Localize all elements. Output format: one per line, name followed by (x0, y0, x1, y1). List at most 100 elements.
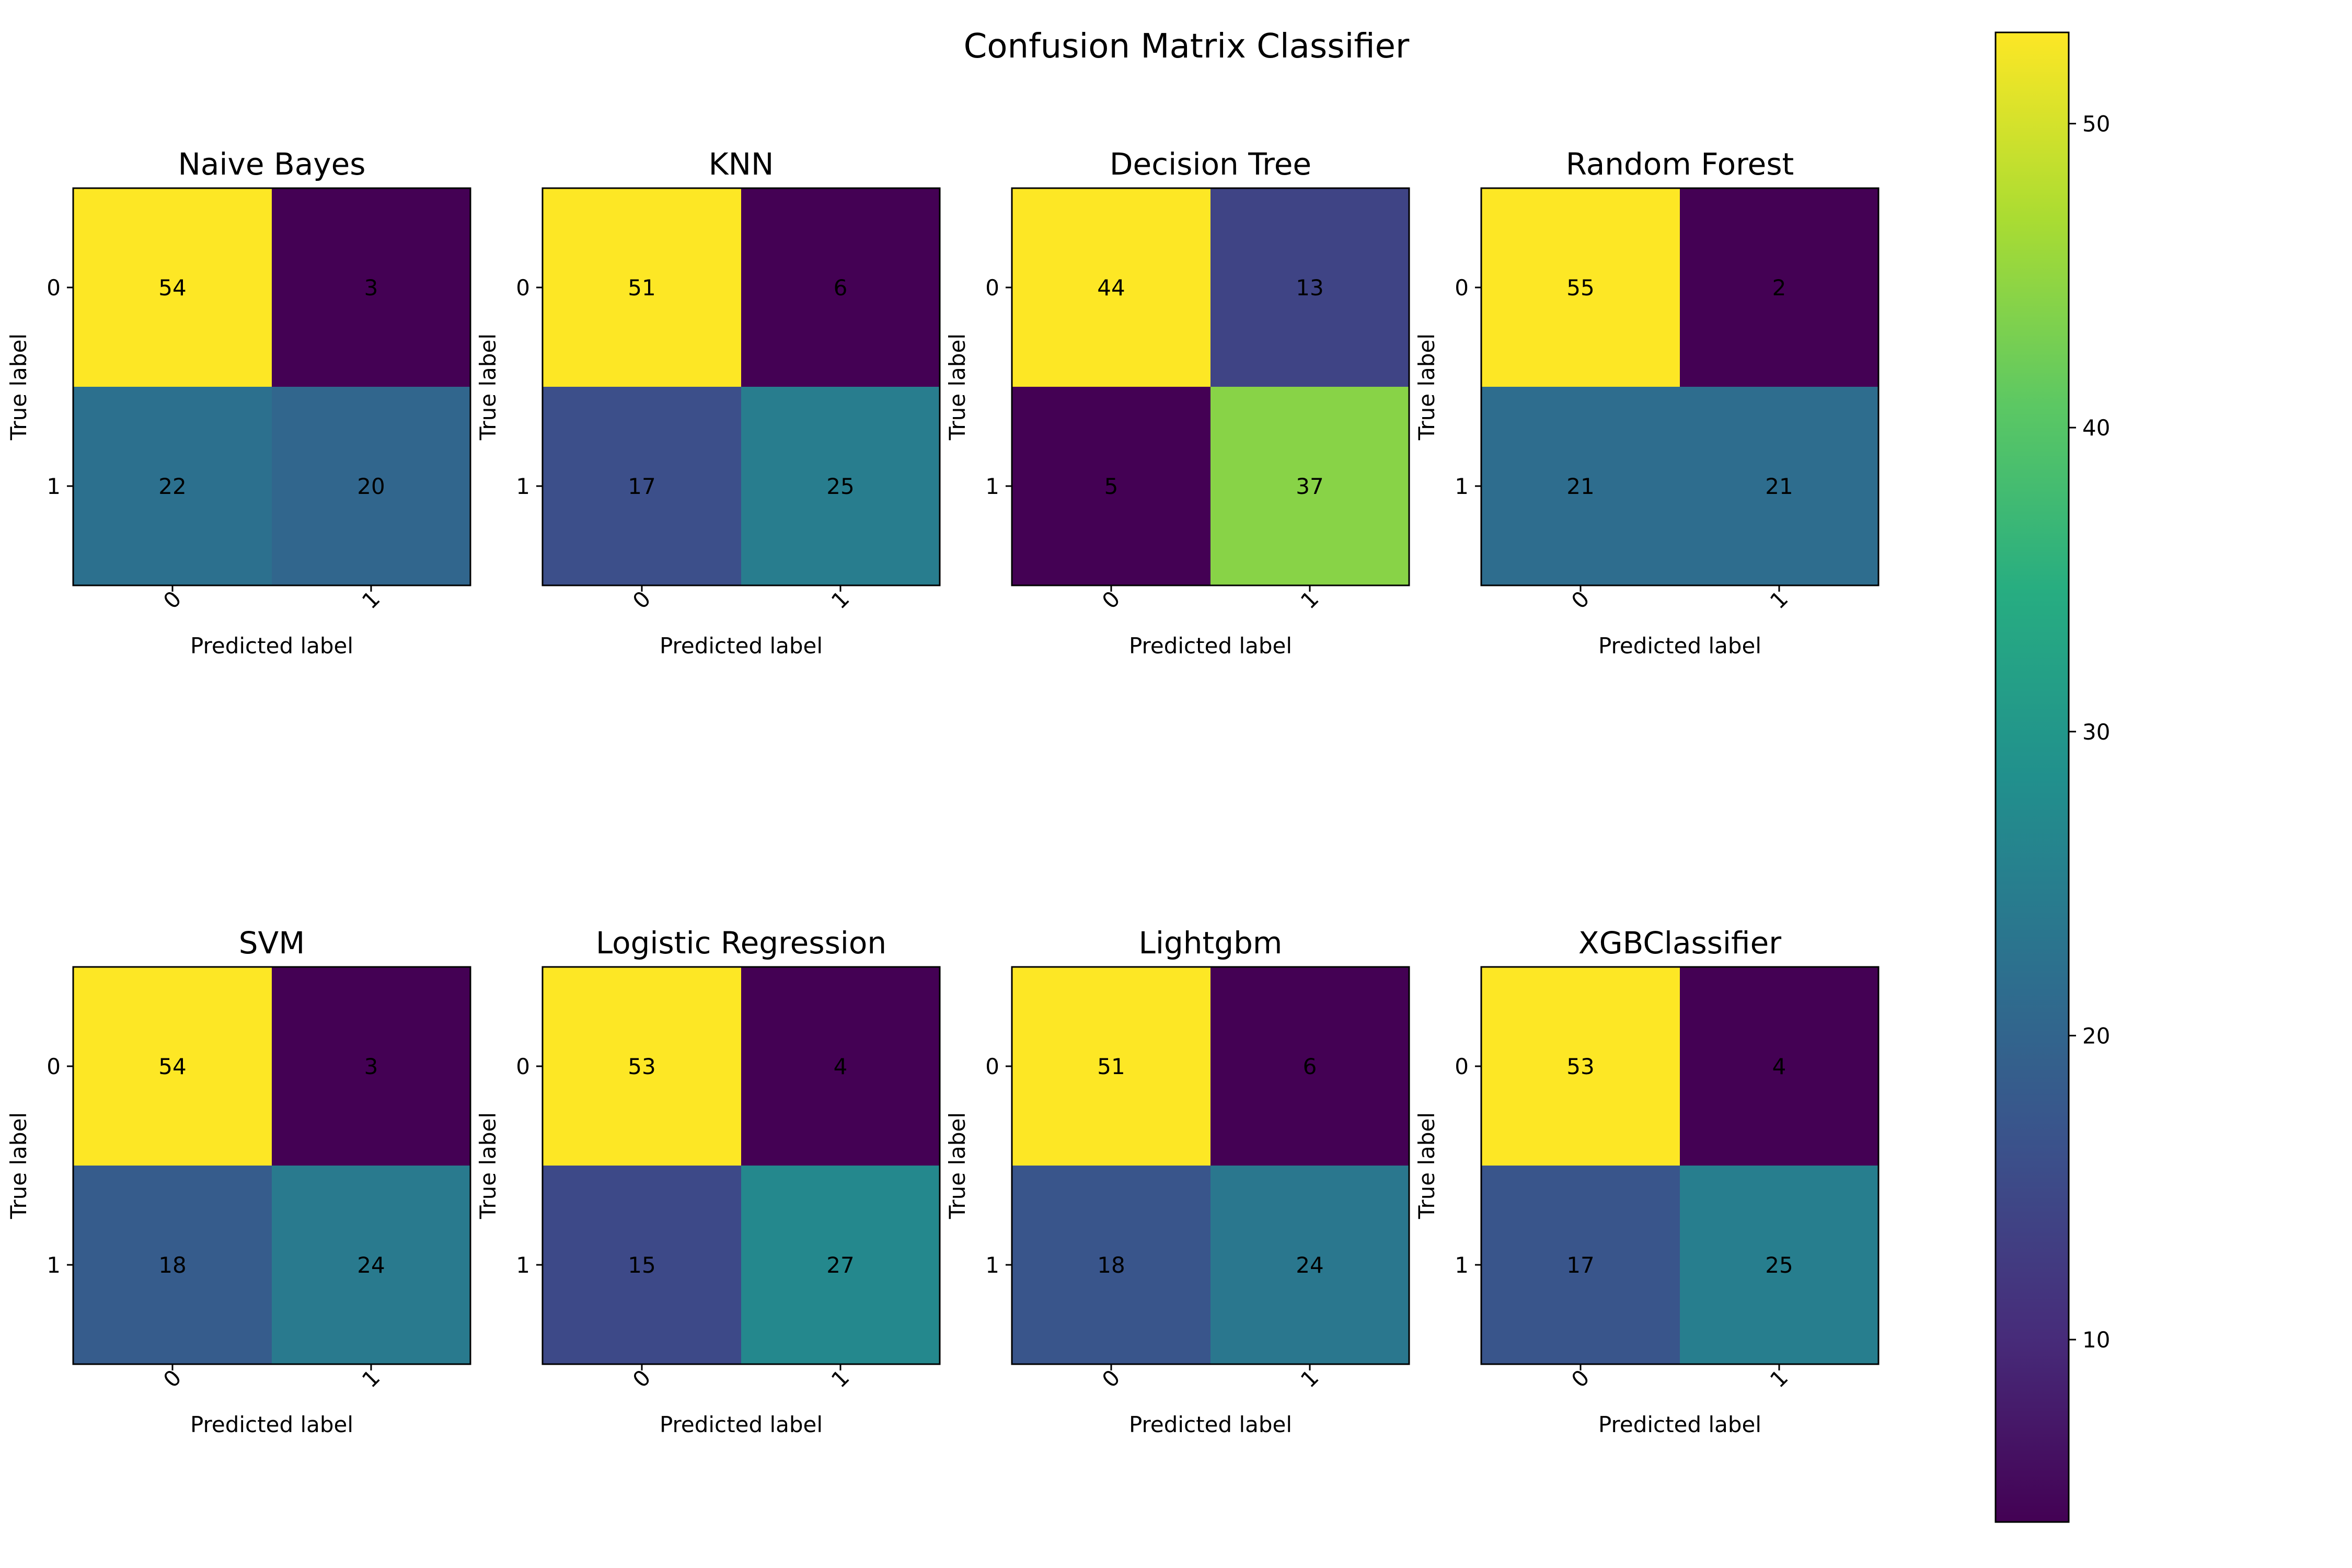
matrix-cell (1012, 1166, 1210, 1364)
cell-value: 3 (364, 1054, 378, 1079)
y-tick-label: 1 (1455, 1252, 1469, 1278)
matrix-cell (1481, 387, 1680, 585)
matrix-cell (741, 188, 940, 387)
axes-frame (1480, 966, 1880, 1365)
cell-value: 55 (1566, 275, 1594, 301)
cell-value: 2 (1772, 275, 1786, 301)
matrix-cell (1680, 967, 1878, 1166)
matrix-cell (272, 1166, 470, 1364)
matrix-cell (1210, 1166, 1409, 1364)
y-axis-label: True label (475, 333, 501, 441)
cell-value: 25 (826, 474, 854, 499)
colorbar-tick-label: 40 (2082, 415, 2110, 441)
matrix-cell (543, 387, 741, 585)
matrix-cell (73, 1166, 272, 1364)
panel-title-random-forest: Random Forest (1566, 146, 1794, 182)
panel-title-logistic-regression: Logistic Regression (596, 925, 886, 961)
y-tick-label: 1 (1455, 474, 1469, 499)
y-tick-label: 0 (1455, 1054, 1469, 1079)
y-axis-label: True label (1414, 1112, 1439, 1219)
matrix-cell (1680, 1166, 1878, 1364)
cell-value: 4 (1772, 1054, 1786, 1079)
matrix-cell (73, 967, 272, 1166)
cell-value: 51 (1097, 1054, 1125, 1079)
matrix-cell (1680, 387, 1878, 585)
x-axis-label: Predicted label (1129, 633, 1292, 659)
matrix-cell (741, 1166, 940, 1364)
cell-value: 27 (826, 1252, 854, 1278)
matrix-cell (73, 387, 272, 585)
cell-value: 54 (158, 275, 186, 301)
matrix-cell (1210, 387, 1409, 585)
x-axis-label: Predicted label (1598, 633, 1761, 659)
matrix-cell (1680, 188, 1878, 387)
matrix-cell (73, 188, 272, 387)
cell-value: 17 (628, 474, 655, 499)
y-tick-label: 0 (47, 275, 61, 301)
cell-value: 21 (1765, 474, 1793, 499)
y-tick-label: 0 (516, 1054, 530, 1079)
y-tick-label: 1 (985, 1252, 999, 1278)
axes-frame (541, 187, 941, 586)
axes-frame (72, 187, 471, 586)
matrix-cell (543, 1166, 741, 1364)
y-tick-label: 1 (47, 1252, 61, 1278)
axes-frame (1480, 187, 1880, 586)
cell-value: 20 (357, 474, 385, 499)
y-axis-label: True label (1414, 333, 1439, 441)
y-axis-label: True label (944, 1112, 970, 1219)
cell-value: 15 (628, 1252, 655, 1278)
cell-value: 54 (158, 1054, 186, 1079)
matrix-cell (1210, 967, 1409, 1166)
cell-value: 4 (834, 1054, 848, 1079)
cell-value: 17 (1566, 1252, 1594, 1278)
cell-value: 5 (1104, 474, 1119, 499)
colorbar-tick-label: 10 (2082, 1327, 2110, 1353)
x-axis-label: Predicted label (660, 633, 823, 659)
cell-value: 3 (364, 275, 378, 301)
cell-value: 51 (628, 275, 655, 301)
y-tick-label: 1 (516, 474, 530, 499)
matrix-cell (1481, 188, 1680, 387)
panel-title-decision-tree: Decision Tree (1110, 146, 1311, 182)
matrix-cell (543, 188, 741, 387)
cell-value: 6 (1303, 1054, 1317, 1079)
figure-title: Confusion Matrix Classifier (964, 27, 1410, 66)
matrix-cell (1481, 967, 1680, 1166)
y-tick-label: 1 (516, 1252, 530, 1278)
cell-value: 18 (158, 1252, 186, 1278)
cell-value: 53 (628, 1054, 655, 1079)
y-axis-label: True label (475, 1112, 501, 1219)
cell-value: 53 (1566, 1054, 1594, 1079)
x-axis-label: Predicted label (660, 1412, 823, 1437)
matrix-cell (1012, 967, 1210, 1166)
colorbar-tick-label: 20 (2082, 1023, 2110, 1048)
colorbar-gradient (1994, 31, 2070, 1523)
matrix-cell (272, 387, 470, 585)
x-axis-label: Predicted label (190, 1412, 353, 1437)
y-tick-label: 1 (47, 474, 61, 499)
cell-value: 25 (1765, 1252, 1793, 1278)
panel-title-xgbclassifier: XGBClassifier (1578, 925, 1781, 961)
cell-value: 6 (834, 275, 848, 301)
matrix-cell (741, 967, 940, 1166)
y-axis-label: True label (944, 333, 970, 441)
cell-value: 22 (158, 474, 186, 499)
y-tick-label: 0 (516, 275, 530, 301)
matrix-cell (272, 967, 470, 1166)
y-axis-label: True label (6, 1112, 31, 1219)
panel-title-naive-bayes: Naive Bayes (178, 146, 365, 182)
matrix-cell (1210, 188, 1409, 387)
axes-frame (541, 966, 941, 1365)
matrix-cell (741, 387, 940, 585)
y-tick-label: 0 (47, 1054, 61, 1079)
